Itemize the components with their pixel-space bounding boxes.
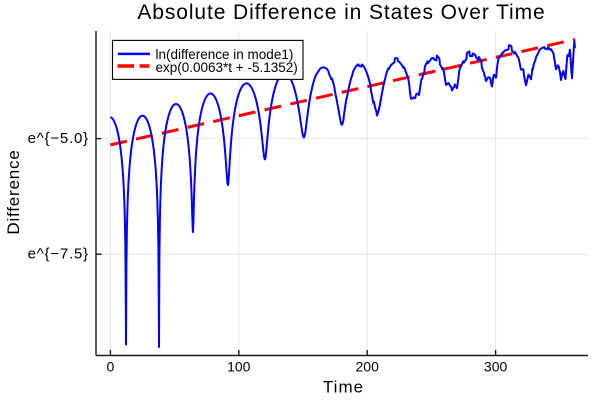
svg-text:Time: Time: [323, 378, 364, 397]
svg-text:200: 200: [356, 359, 380, 375]
svg-text:0: 0: [107, 359, 115, 375]
svg-text:e^{−5.0}: e^{−5.0}: [28, 130, 89, 147]
svg-text:Difference: Difference: [4, 149, 23, 234]
svg-text:300: 300: [484, 359, 508, 375]
svg-text:e^{−7.5}: e^{−7.5}: [28, 245, 89, 262]
svg-text:ln(difference in mode1): ln(difference in mode1): [156, 47, 294, 62]
svg-text:exp(0.0063*t + -5.1352): exp(0.0063*t + -5.1352): [156, 60, 298, 75]
svg-text:100: 100: [227, 359, 251, 375]
svg-text:Absolute Difference in States: Absolute Difference in States Over Time: [137, 1, 545, 24]
